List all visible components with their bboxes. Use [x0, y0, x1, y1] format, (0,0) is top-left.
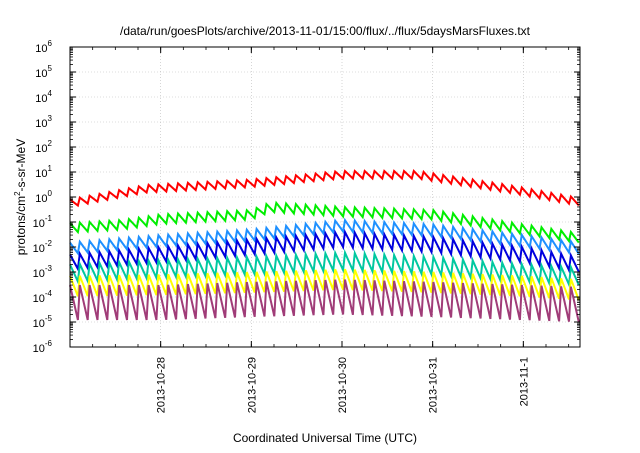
x-tick-label: 2013-10-28 — [156, 357, 168, 413]
series-line-5 — [69, 248, 580, 289]
y-tick-label: 10-4 — [33, 289, 53, 305]
x-tick-label: 2013-10-29 — [246, 357, 258, 413]
y-tick-label: 100 — [35, 189, 52, 205]
chart-title: /data/run/goesPlots/archive/2013-11-01/1… — [120, 24, 531, 38]
series-line-2 — [69, 200, 580, 244]
series-line-7 — [69, 279, 580, 323]
y-tick-label: 102 — [35, 139, 52, 155]
y-tick-label: 104 — [35, 89, 52, 105]
y-tick-label: 10-5 — [33, 314, 53, 330]
x-axis-label: Coordinated Universal Time (UTC) — [233, 431, 417, 445]
series-line-4 — [69, 228, 580, 274]
x-tick-label: 2013-11-1 — [518, 357, 530, 406]
y-tick-label: 10-2 — [33, 239, 53, 255]
y-tick-label: 101 — [35, 164, 52, 180]
y-tick-label: 10-6 — [33, 339, 53, 355]
series-line-3 — [69, 217, 580, 256]
y-axis-label-suffix: -s-sr-MeV — [14, 139, 28, 192]
y-axis-label-superscript: 2 — [13, 191, 22, 196]
y-axis-label-prefix: protons/cm — [14, 196, 28, 255]
x-tick-label: 2013-10-31 — [428, 357, 440, 413]
x-tick-label: 2013-10-30 — [337, 357, 349, 413]
y-tick-label: 10-1 — [33, 214, 53, 230]
y-tick-label: 105 — [35, 64, 52, 80]
y-tick-label: 103 — [35, 114, 52, 130]
y-axis-label: protons/cm2-s-sr-MeV — [13, 139, 28, 255]
y-tick-label: 106 — [35, 39, 52, 55]
y-tick-label: 10-3 — [33, 264, 53, 280]
series-line-1 — [69, 169, 580, 208]
